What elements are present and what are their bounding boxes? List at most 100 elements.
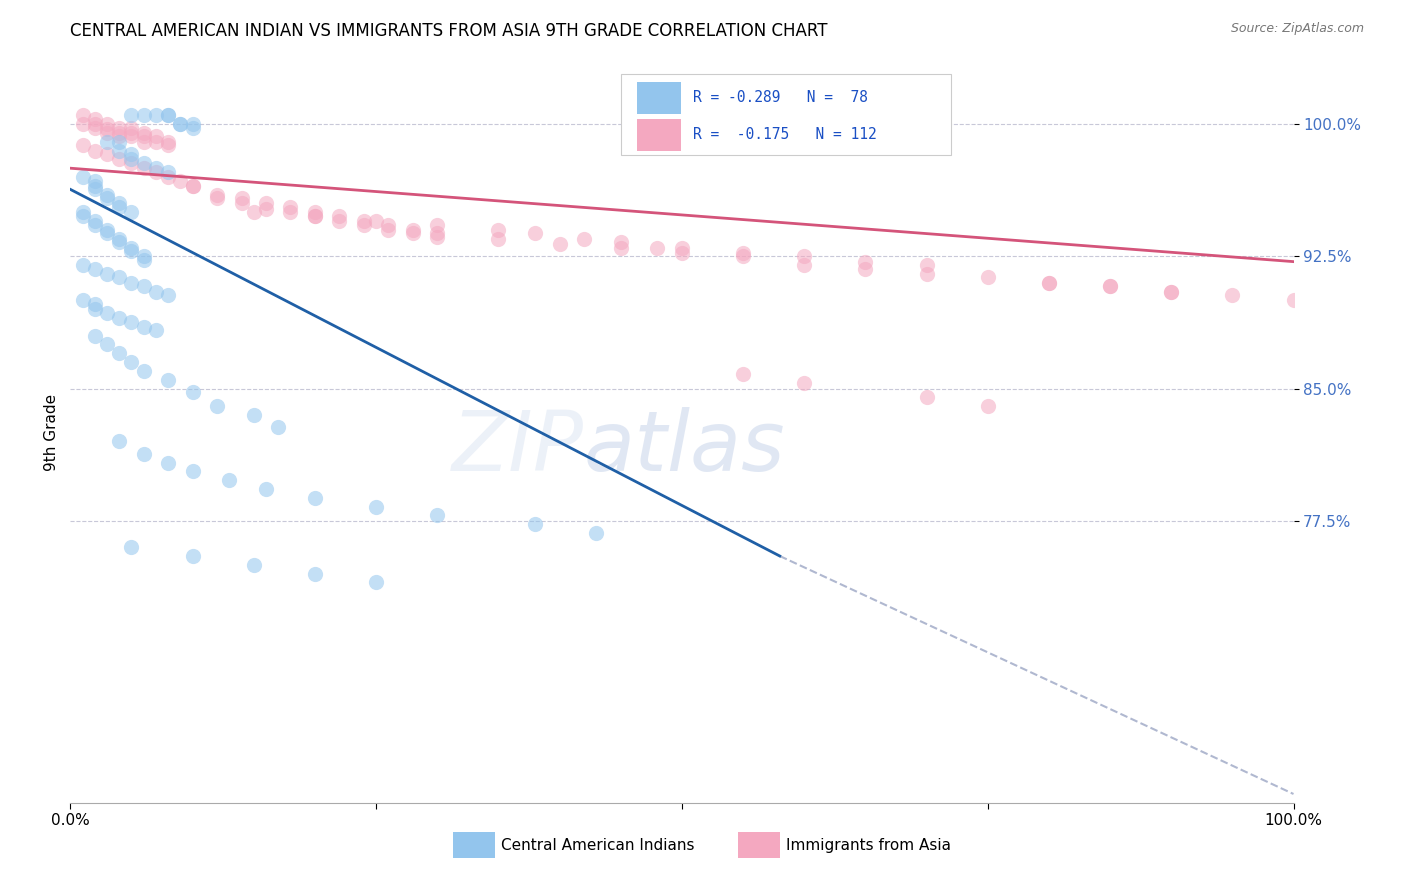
Point bbox=[108, 232, 131, 246]
Point bbox=[218, 473, 240, 487]
Point bbox=[108, 129, 131, 144]
Point bbox=[1160, 285, 1182, 299]
Point bbox=[488, 223, 510, 237]
Point bbox=[426, 508, 449, 523]
Point bbox=[647, 240, 669, 254]
Point bbox=[108, 346, 131, 360]
Point bbox=[121, 314, 143, 328]
Point bbox=[132, 156, 155, 170]
Text: R = -0.289   N =  78: R = -0.289 N = 78 bbox=[693, 90, 868, 105]
Point bbox=[108, 120, 131, 135]
Point bbox=[231, 196, 253, 211]
Point bbox=[366, 500, 388, 514]
Point bbox=[157, 108, 180, 122]
Point bbox=[145, 108, 167, 122]
Point bbox=[96, 267, 118, 281]
Text: ZIP: ZIP bbox=[453, 407, 583, 488]
Point bbox=[145, 129, 167, 144]
Point bbox=[72, 293, 94, 308]
Point bbox=[1220, 288, 1243, 302]
Point bbox=[96, 191, 118, 205]
Point bbox=[96, 187, 118, 202]
Point bbox=[488, 232, 510, 246]
Point bbox=[108, 135, 131, 149]
Text: Source: ZipAtlas.com: Source: ZipAtlas.com bbox=[1230, 22, 1364, 36]
Point bbox=[83, 218, 105, 232]
Point bbox=[83, 173, 105, 187]
Point bbox=[145, 323, 167, 337]
Point bbox=[733, 245, 755, 260]
Point bbox=[132, 126, 155, 140]
Point bbox=[915, 267, 938, 281]
Point bbox=[96, 122, 118, 136]
Point bbox=[671, 240, 693, 254]
Point bbox=[1038, 276, 1060, 290]
Point bbox=[83, 178, 105, 193]
Point bbox=[121, 147, 143, 161]
Point bbox=[83, 144, 105, 158]
Point bbox=[377, 223, 399, 237]
Point bbox=[96, 227, 118, 241]
Point bbox=[108, 200, 131, 214]
Point bbox=[108, 434, 131, 449]
Point bbox=[157, 288, 180, 302]
Point bbox=[132, 249, 155, 263]
Point bbox=[83, 112, 105, 126]
Point bbox=[121, 153, 143, 167]
Point bbox=[254, 482, 277, 496]
Point bbox=[976, 270, 998, 285]
Point bbox=[108, 126, 131, 140]
Point bbox=[328, 209, 350, 223]
Point bbox=[181, 178, 204, 193]
Point bbox=[72, 108, 94, 122]
Point bbox=[108, 144, 131, 158]
Point bbox=[83, 120, 105, 135]
Point bbox=[121, 120, 143, 135]
Point bbox=[169, 117, 191, 131]
Point bbox=[132, 135, 155, 149]
Point bbox=[108, 153, 131, 167]
Point bbox=[610, 240, 633, 254]
Point bbox=[108, 270, 131, 285]
Point bbox=[145, 165, 167, 179]
Text: Immigrants from Asia: Immigrants from Asia bbox=[786, 838, 950, 853]
Point bbox=[610, 235, 633, 250]
Point bbox=[402, 223, 425, 237]
Text: R =  -0.175   N = 112: R = -0.175 N = 112 bbox=[693, 128, 877, 143]
Point bbox=[83, 302, 105, 317]
Point bbox=[377, 218, 399, 232]
Point bbox=[121, 540, 143, 554]
Point bbox=[267, 420, 290, 434]
Point bbox=[524, 517, 547, 532]
Point bbox=[96, 117, 118, 131]
Point bbox=[353, 218, 375, 232]
Point bbox=[1038, 276, 1060, 290]
Point bbox=[426, 227, 449, 241]
Point bbox=[157, 135, 180, 149]
Point bbox=[181, 117, 204, 131]
Point bbox=[976, 399, 998, 413]
Point bbox=[108, 311, 131, 326]
FancyBboxPatch shape bbox=[738, 832, 780, 857]
Point bbox=[169, 117, 191, 131]
Point bbox=[96, 135, 118, 149]
FancyBboxPatch shape bbox=[637, 82, 681, 114]
Point bbox=[915, 258, 938, 272]
Point bbox=[121, 126, 143, 140]
Point bbox=[132, 161, 155, 176]
Text: atlas: atlas bbox=[583, 407, 786, 488]
Point bbox=[328, 214, 350, 228]
Point bbox=[121, 108, 143, 122]
Point bbox=[145, 285, 167, 299]
Point bbox=[205, 399, 228, 413]
Point bbox=[157, 373, 180, 387]
Point bbox=[181, 464, 204, 478]
Point bbox=[353, 214, 375, 228]
Point bbox=[366, 575, 388, 590]
Point bbox=[548, 237, 571, 252]
Point bbox=[426, 218, 449, 232]
Point bbox=[426, 230, 449, 244]
Point bbox=[1160, 285, 1182, 299]
Point bbox=[96, 223, 118, 237]
Point bbox=[1099, 279, 1122, 293]
